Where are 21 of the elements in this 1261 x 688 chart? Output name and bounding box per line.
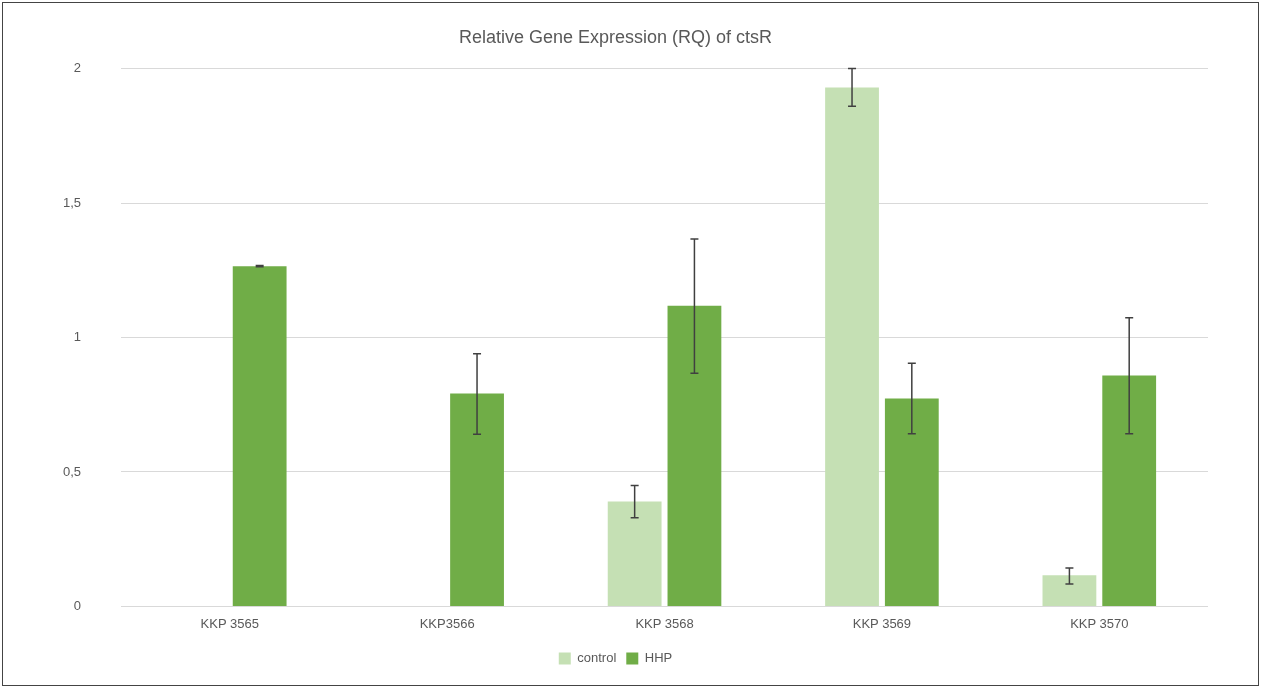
chart-title: Relative Gene Expression (RQ) of ctsR — [458, 26, 773, 47]
x-tick-label: KKP 3569 — [852, 615, 912, 631]
y-tick-label: 1 — [73, 329, 82, 345]
legend-label: HHP — [644, 650, 673, 666]
bar — [607, 501, 662, 606]
bar — [884, 398, 939, 606]
bar — [1102, 375, 1157, 606]
x-tick-label: KKP 3568 — [635, 615, 694, 631]
bar — [450, 393, 504, 606]
bar — [667, 305, 722, 606]
x-tick-label: KKP3566 — [419, 615, 475, 631]
y-tick-label: 0,5 — [62, 463, 82, 479]
y-tick-label: 0 — [73, 597, 82, 613]
bar — [1042, 575, 1097, 606]
y-tick-label: 1,5 — [62, 194, 82, 210]
legend-label: control — [577, 650, 617, 666]
bar — [232, 266, 287, 606]
x-tick-label: KKP 3565 — [200, 615, 259, 631]
y-tick-label: 2 — [73, 60, 82, 76]
bar — [825, 87, 879, 606]
x-tick-label: KKP 3570 — [1070, 615, 1129, 631]
